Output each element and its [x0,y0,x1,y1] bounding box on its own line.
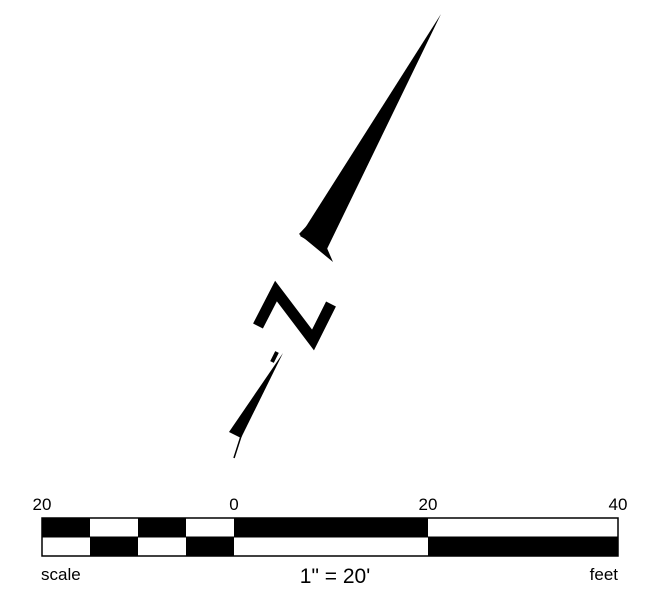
north-arrow-upper-wedge [300,14,441,251]
north-arrow-lower-wedge [229,353,283,438]
scale-segment [234,518,428,537]
scale-segment [42,518,90,537]
scale-tick-label: 20 [33,495,52,514]
scale-left-label: scale [41,565,81,584]
scale-tick-label: 0 [229,495,238,514]
scale-tick-label: 20 [419,495,438,514]
scale-segment [90,537,138,556]
scale-segment [428,537,618,556]
north-arrow-tail [233,429,244,459]
north-arrow-head [299,218,333,262]
north-letter-n [253,280,336,351]
scale-segment [186,537,234,556]
scale-ratio-label: 1" = 20' [300,565,370,588]
north-arrow-dash [270,351,279,363]
north-arrow-icon [229,14,441,459]
scale-tick-label: 40 [609,495,628,514]
scale-segment [138,518,186,537]
scale-bar: 20 0 20 40 scale 1" = 20' feet [33,495,628,588]
scale-units-label: feet [590,565,619,584]
